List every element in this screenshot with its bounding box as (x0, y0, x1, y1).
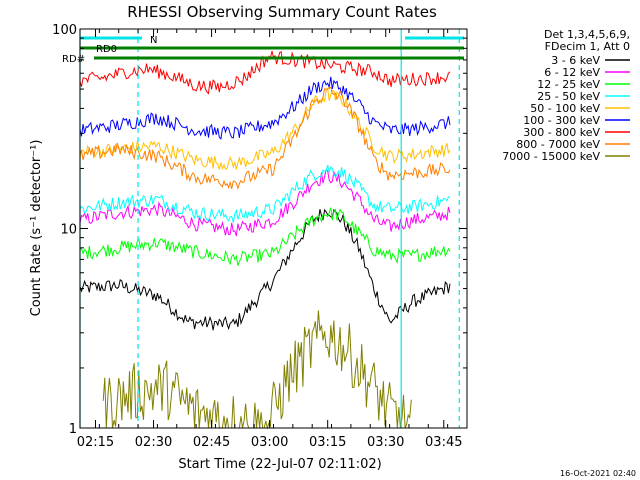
series-line-3 (79, 164, 451, 223)
series-line-5 (79, 76, 451, 140)
series-line-0 (79, 208, 451, 331)
x-axis-label: Start Time (22-Jul-07 02:11:02) (178, 457, 381, 472)
legend-label: 3 - 6 keV (551, 54, 600, 67)
series-line-4 (79, 87, 451, 171)
y-axis-label: Count Rate (s⁻¹ detector⁻¹) (29, 140, 44, 317)
x-tick-label: 03:15 (309, 435, 346, 450)
series-line-6 (79, 50, 451, 95)
footer-timestamp: 16-Oct-2021 02:40 (560, 469, 636, 478)
legend-header: FDecim 1, Att 0 (545, 40, 630, 53)
series-line-1 (79, 169, 451, 237)
annotation-rd-hash: RD# (62, 54, 85, 65)
y-tick-label: 1 (69, 422, 77, 437)
chart-title: RHESSI Observing Summary Count Rates (127, 3, 437, 21)
legend-label: 6 - 12 keV (544, 66, 600, 79)
legend-label: 50 - 100 keV (530, 102, 600, 115)
series-layer (79, 50, 451, 430)
annotation-n: N (150, 35, 157, 46)
axes-layer: 1 10 100 02:15 02:30 02:45 03:00 03:15 03:30 03:4… (52, 23, 468, 450)
legend-label: 300 - 800 keV (523, 126, 600, 139)
series-line-2 (79, 207, 451, 266)
legend-label: 25 - 50 keV (537, 90, 600, 103)
legend-label: 800 - 7000 keV (516, 138, 600, 151)
x-tick-label: 03:30 (367, 435, 404, 450)
series-line-7 (79, 86, 451, 190)
x-tick-label: 03:00 (251, 435, 288, 450)
x-tick-label: 02:45 (193, 435, 230, 450)
legend-label: 12 - 25 keV (537, 78, 600, 91)
y-tick-label: 100 (52, 23, 77, 38)
annotation-rd0: RD0 (96, 44, 117, 55)
x-tick-label: 02:30 (135, 435, 172, 450)
legend-label: 100 - 300 keV (523, 114, 600, 127)
legend: Det 1,3,4,5,6,9,FDecim 1, Att 03 - 6 keV… (502, 28, 630, 163)
series-line-8 (102, 310, 412, 430)
x-tick-label: 02:15 (77, 435, 114, 450)
legend-header: Det 1,3,4,5,6,9, (544, 28, 630, 41)
x-tick-label: 03:45 (425, 435, 462, 450)
y-tick-label: 10 (60, 223, 77, 238)
legend-label: 7000 - 15000 keV (502, 150, 600, 163)
